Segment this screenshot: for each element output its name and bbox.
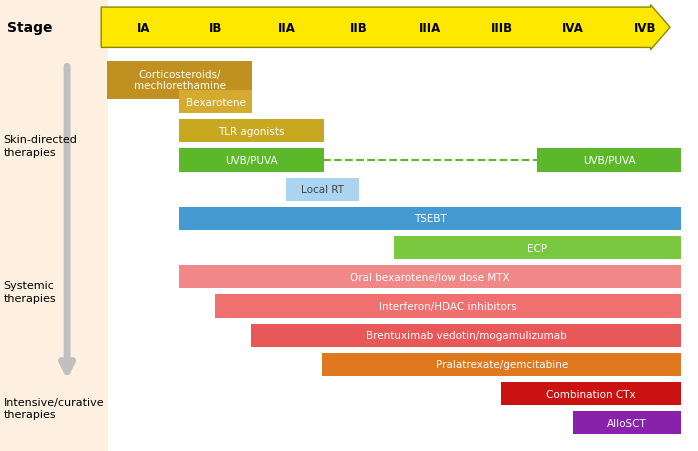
Text: IIB: IIB [350,22,367,35]
Text: IB: IB [209,22,222,35]
Text: Local RT: Local RT [302,185,344,195]
Text: Brentuximab vedotin/mogamulizumab: Brentuximab vedotin/mogamulizumab [366,331,566,341]
Text: AlloSCT: AlloSCT [607,418,647,428]
Text: ECP: ECP [528,243,547,253]
Text: TSEBT: TSEBT [414,214,447,224]
FancyBboxPatch shape [179,120,324,143]
Text: Interferon/HDAC inhibitors: Interferon/HDAC inhibitors [379,301,517,311]
FancyBboxPatch shape [394,236,681,260]
FancyBboxPatch shape [322,353,681,376]
Text: Oral bexarotene/low dose MTX: Oral bexarotene/low dose MTX [350,272,510,282]
FancyBboxPatch shape [537,149,681,172]
FancyBboxPatch shape [215,295,681,318]
Text: Stage: Stage [7,21,52,35]
FancyBboxPatch shape [501,382,681,405]
Text: Combination CTx: Combination CTx [547,389,636,399]
FancyBboxPatch shape [179,149,324,172]
Text: TLR agonists: TLR agonists [218,126,285,137]
FancyBboxPatch shape [251,324,681,347]
FancyBboxPatch shape [179,207,681,230]
Text: UVB/PUVA: UVB/PUVA [583,156,635,166]
FancyBboxPatch shape [286,178,359,201]
FancyBboxPatch shape [572,411,681,434]
Text: Pralatrexate/gemcitabine: Pralatrexate/gemcitabine [436,359,567,370]
Text: IIA: IIA [278,22,296,35]
FancyArrow shape [101,6,670,51]
Text: IA: IA [138,22,151,35]
Text: Intensive/curative
therapies: Intensive/curative therapies [3,397,104,419]
Text: UVB/PUVA: UVB/PUVA [225,156,278,166]
FancyBboxPatch shape [179,91,252,114]
FancyBboxPatch shape [179,266,681,289]
Text: Skin-directed
therapies: Skin-directed therapies [3,135,77,157]
Text: IVA: IVA [563,22,584,35]
Text: IIIB: IIIB [491,22,513,35]
FancyBboxPatch shape [107,62,252,99]
Text: IVB: IVB [634,22,656,35]
Text: Systemic
therapies: Systemic therapies [3,281,56,303]
Text: Corticosteroids/
mechlorethamine: Corticosteroids/ mechlorethamine [134,70,225,91]
Text: IIIA: IIIA [419,22,441,35]
Text: Bexarotene: Bexarotene [186,97,246,107]
